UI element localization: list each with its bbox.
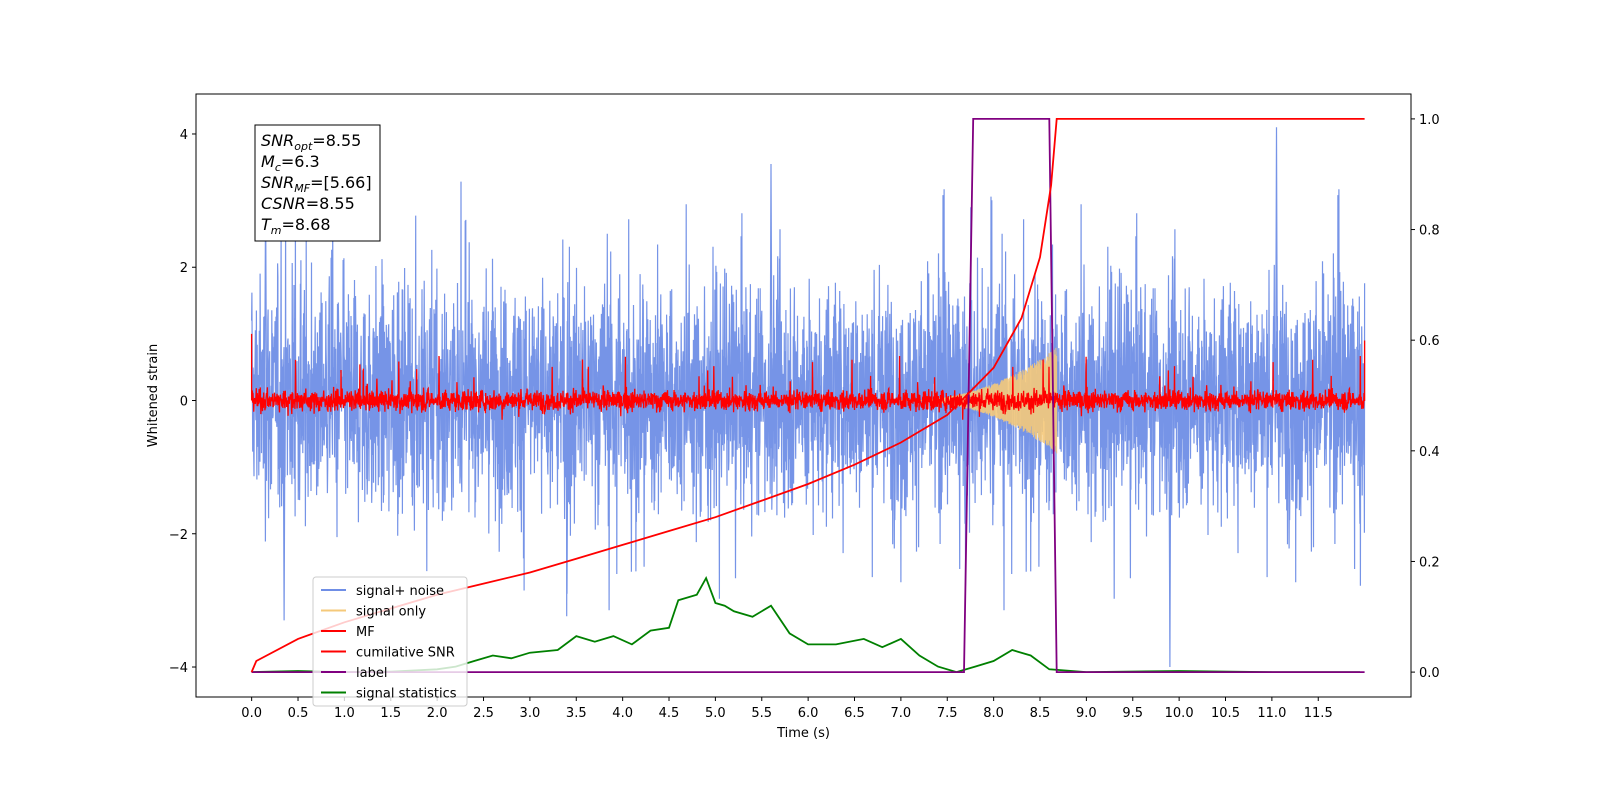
- x-tick-label: 10.0: [1165, 706, 1194, 721]
- y-axis-right: 0.0 0.2 0.4 0.6 0.8 1.0: [1411, 113, 1440, 681]
- y-axis-label: Whitened strain: [146, 344, 161, 447]
- annotation-line: Mc=6.3: [261, 152, 320, 174]
- legend-frame: [312, 576, 468, 707]
- legend-entry: signal statistics: [356, 687, 457, 702]
- x-tick-label: 2.0: [427, 706, 448, 721]
- series-signal-statistics-line: [251, 575, 1360, 674]
- series-mf-line: [250, 333, 1366, 420]
- x-tick-label: 3.5: [566, 706, 587, 721]
- legend-entry: signal only: [356, 605, 426, 620]
- annotation-line: SNRMF=[5.66]: [261, 173, 372, 195]
- legend-entry: label: [356, 666, 387, 681]
- annotation-line: SNRopt=8.55: [261, 131, 361, 153]
- y-tick-label: −4: [169, 661, 188, 676]
- y-tick-label: 4: [180, 128, 188, 143]
- x-tick-label: 9.0: [1076, 706, 1097, 721]
- x-tick-label: 6.0: [798, 706, 819, 721]
- y-tick-label: 2: [180, 261, 188, 276]
- x-tick-label: 4.5: [659, 706, 680, 721]
- y2-tick-label: 1.0: [1419, 113, 1440, 128]
- legend-entry: signal+ noise: [356, 584, 444, 599]
- y-tick-label: 0: [180, 394, 188, 409]
- x-axis: 0.0 0.5 1.0 1.5 2.0 2.5 3.0 3.5 4.0 4.5 5.0 5.5 6.0 6…: [241, 697, 1333, 721]
- annotation-line: CSNR=8.55: [261, 194, 355, 213]
- x-tick-label: 0.0: [241, 706, 262, 721]
- x-tick-label: 10.5: [1211, 706, 1240, 721]
- x-tick-label: 6.5: [844, 706, 865, 721]
- x-tick-label: 5.0: [705, 706, 726, 721]
- annotation-line: Tm=8.68: [261, 215, 331, 237]
- y-axis-left: −4 −2 0 2 4: [169, 128, 196, 676]
- x-tick-label: 9.5: [1122, 706, 1143, 721]
- x-tick-label: 8.0: [983, 706, 1004, 721]
- x-tick-label: 11.5: [1304, 706, 1333, 721]
- annotation-frame: [254, 124, 381, 242]
- legend-entry: MF: [356, 625, 375, 640]
- x-tick-label: 7.0: [891, 706, 912, 721]
- x-tick-label: 1.0: [334, 706, 355, 721]
- y2-tick-label: 0.8: [1419, 224, 1440, 239]
- legend-entry: cumilative SNR: [356, 646, 455, 661]
- x-tick-label: 7.5: [937, 706, 958, 721]
- y2-tick-label: 0.6: [1419, 334, 1440, 349]
- x-tick-label: 8.5: [1030, 706, 1051, 721]
- x-tick-label: 11.0: [1257, 706, 1286, 721]
- x-tick-label: 4.0: [612, 706, 633, 721]
- x-tick-label: 2.5: [473, 706, 494, 721]
- axes-frame: [195, 93, 1412, 698]
- y-tick-label: −2: [169, 528, 188, 543]
- x-tick-label: 5.5: [751, 706, 772, 721]
- y2-tick-label: 0.2: [1419, 555, 1440, 570]
- legend: signal+ noise signal only MF cumilative SNR…: [312, 576, 468, 707]
- x-tick-label: 3.0: [520, 706, 541, 721]
- y2-tick-label: 0.4: [1419, 445, 1440, 460]
- series-label-line: [251, 118, 1365, 673]
- x-tick-label: 0.5: [288, 706, 309, 721]
- x-tick-label: 1.5: [380, 706, 401, 721]
- y2-tick-label: 0.0: [1419, 666, 1440, 681]
- x-axis-label: Time (s): [776, 726, 830, 741]
